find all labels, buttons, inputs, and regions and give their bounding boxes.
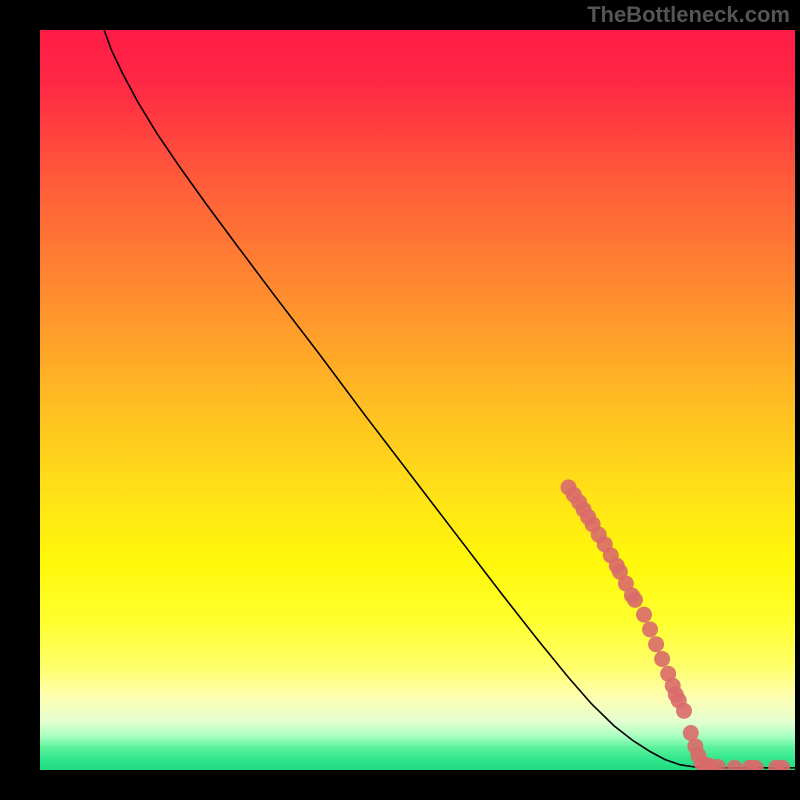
plot-area — [40, 30, 795, 770]
watermark-text: TheBottleneck.com — [587, 2, 790, 28]
plot-background-gradient — [40, 30, 795, 770]
chart-frame: TheBottleneck.com — [0, 0, 800, 800]
